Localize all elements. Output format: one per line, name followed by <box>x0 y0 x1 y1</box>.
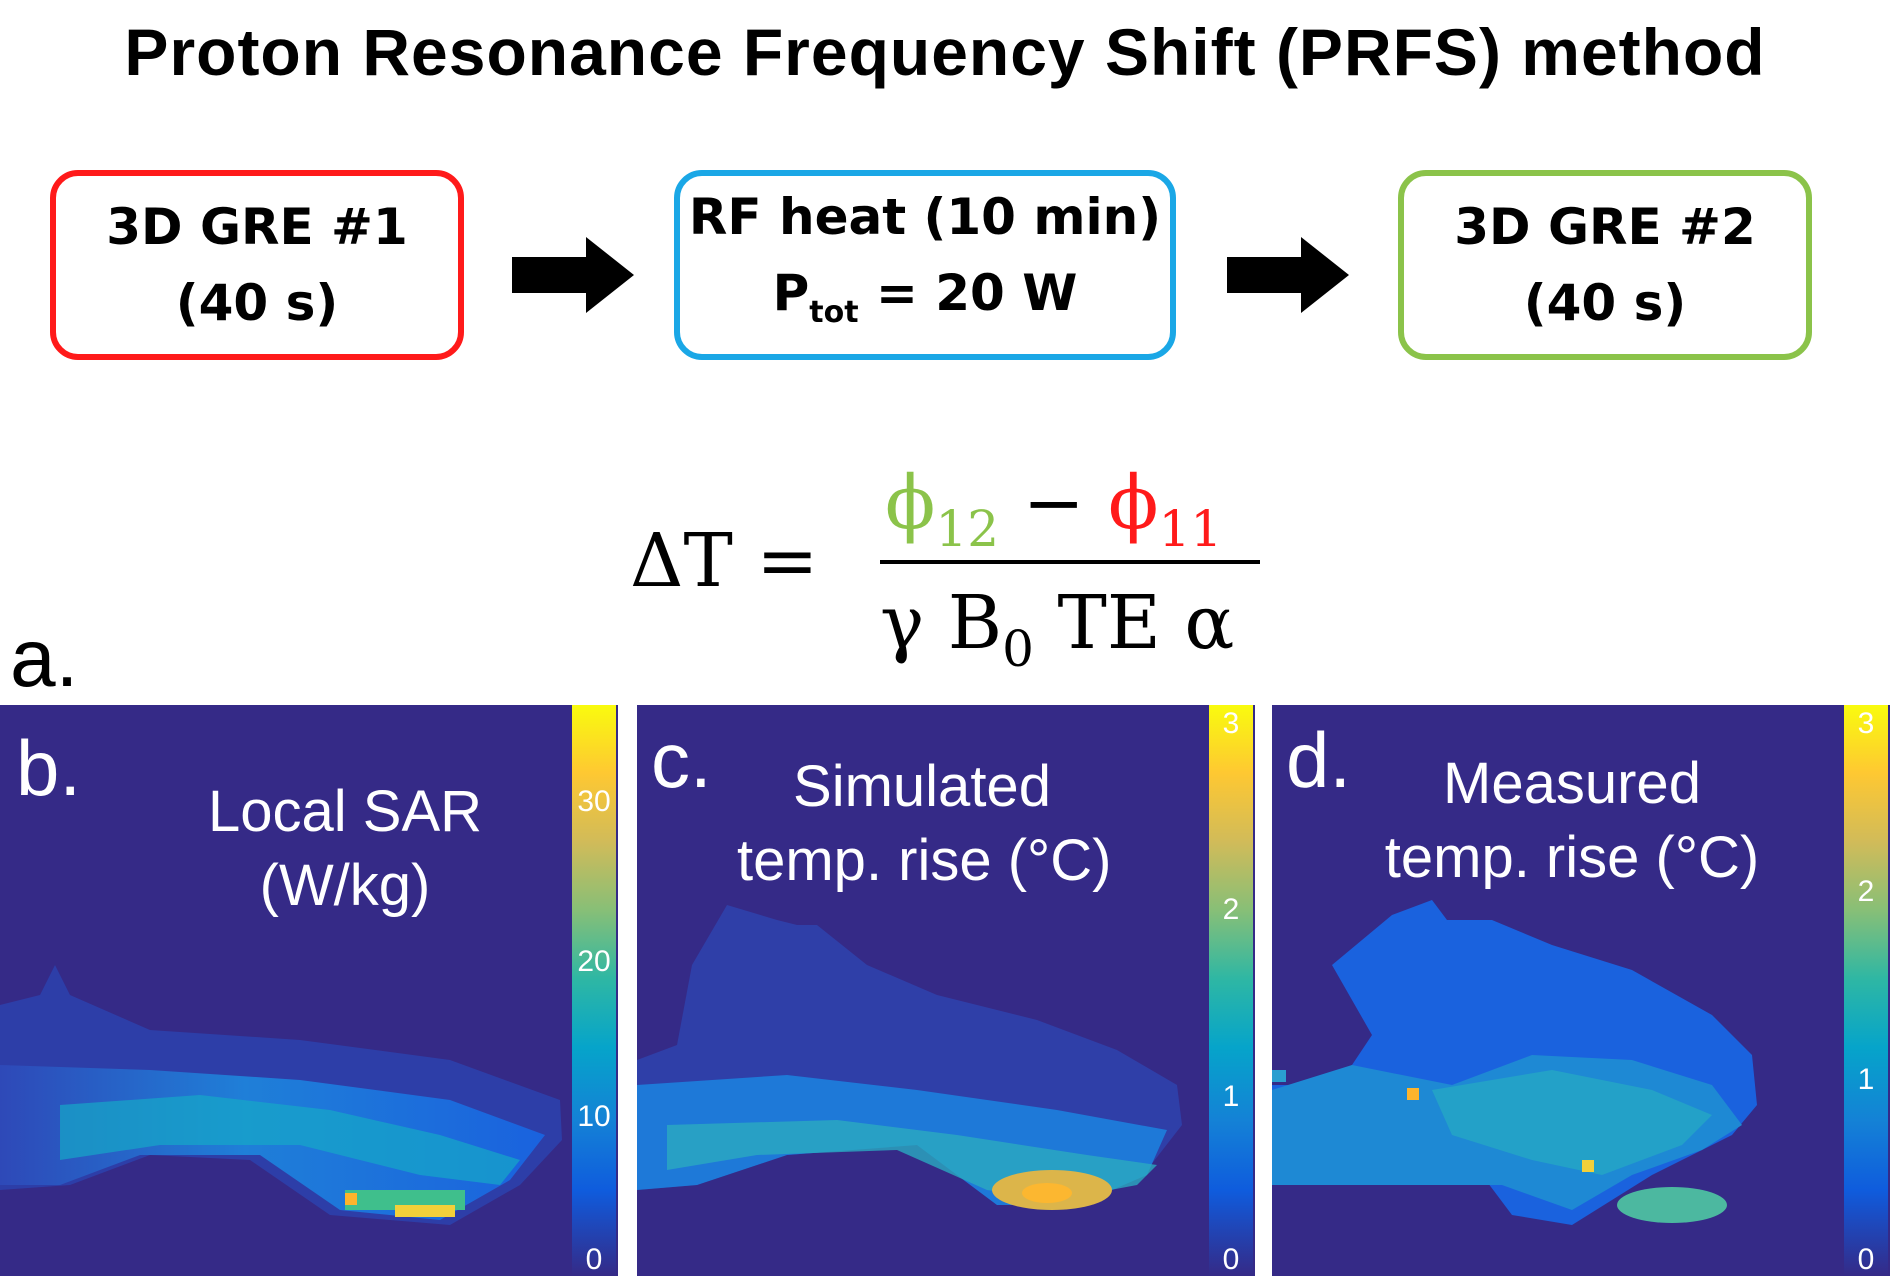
panel-c-tick: 1 <box>1222 1080 1240 1113</box>
panel-d-letter: d. <box>1286 716 1352 804</box>
measured-heatmap <box>1272 900 1757 1225</box>
equation-lhs: ΔT = <box>630 518 819 604</box>
panel-c-letter: c. <box>651 716 712 804</box>
fraction-bar <box>880 560 1260 564</box>
panel-d-tick: 3 <box>1857 707 1875 740</box>
panel-b-tick: 30 <box>577 785 611 818</box>
panel-d-tick: 2 <box>1857 875 1875 908</box>
panel-d-colorbar <box>1844 705 1888 1276</box>
arrow-right-icon <box>1227 237 1349 313</box>
panel-a-label: a. <box>10 613 79 704</box>
step-gre2-box: 3D GRE #2 (40 s) <box>1398 170 1812 360</box>
panel-c-title: Simulated temp. rise (°C) <box>737 754 1112 893</box>
panel-b-tick: 20 <box>577 945 611 978</box>
panel-c-tick: 3 <box>1222 707 1240 740</box>
sar-heatmap <box>0 965 562 1225</box>
panel-d-tick: 1 <box>1857 1063 1875 1096</box>
equation-denominator: γ B0 TE α <box>880 580 1235 678</box>
equation-numerator: ϕ12 − ϕ11 <box>885 460 1223 558</box>
prfs-equation: ΔT = ϕ12 − ϕ11 γ B0 TE α <box>630 450 1270 690</box>
panel-b-letter: b. <box>16 724 82 812</box>
panel-c-colorbar <box>1209 705 1253 1276</box>
panel-d-tick: 0 <box>1857 1243 1875 1276</box>
simulated-heatmap <box>637 905 1182 1210</box>
step-gre1-label: 3D GRE #1 <box>106 198 408 256</box>
panel-b-colorbar <box>572 705 616 1276</box>
panel-c-tick: 2 <box>1222 893 1240 926</box>
figure-title: Proton Resonance Frequency Shift (PRFS) … <box>124 15 1766 89</box>
step-rf-heat-label: RF heat (10 min) <box>688 188 1162 246</box>
step-rf-heat-box: RF heat (10 min) Ptot = 20 W <box>674 170 1176 360</box>
step-gre1-duration: (40 s) <box>175 274 339 332</box>
panel-b-tick: 10 <box>577 1100 611 1133</box>
panel-d-title: Measured temp. rise (°C) <box>1384 751 1760 890</box>
step-rf-power: Ptot = 20 W <box>772 264 1078 330</box>
step-gre2-duration: (40 s) <box>1523 274 1687 332</box>
arrow-right-icon <box>512 237 634 313</box>
step-gre1-box: 3D GRE #1 (40 s) <box>50 170 464 360</box>
step-gre2-label: 3D GRE #2 <box>1454 198 1756 256</box>
panel-c-simulated-map: c. Simulated temp. rise (°C) 3 2 1 0 <box>637 705 1255 1276</box>
panel-b-title: Local SAR (W/kg) <box>207 779 483 918</box>
panel-d-measured-map: d. Measured temp. rise (°C) 3 2 1 0 <box>1272 705 1890 1276</box>
panel-c-tick: 0 <box>1222 1243 1240 1276</box>
panel-b-sar-map: b. Local SAR (W/kg) 30 20 10 0 <box>0 705 618 1276</box>
panel-b-tick: 0 <box>585 1243 603 1276</box>
